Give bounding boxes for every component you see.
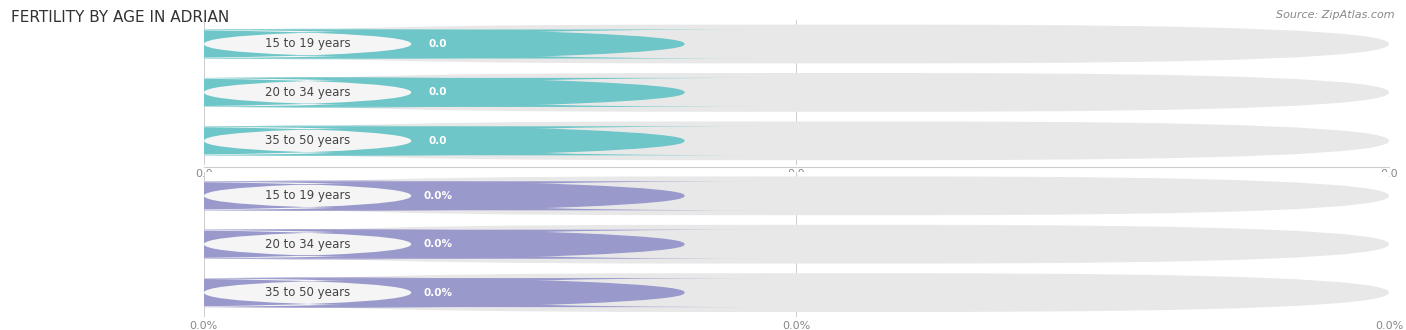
FancyBboxPatch shape <box>56 181 560 210</box>
Text: 15 to 19 years: 15 to 19 years <box>264 189 350 202</box>
Text: 0.0%: 0.0% <box>423 239 453 249</box>
FancyBboxPatch shape <box>204 273 1389 312</box>
Circle shape <box>0 181 683 210</box>
Text: 35 to 50 years: 35 to 50 years <box>264 286 350 299</box>
FancyBboxPatch shape <box>56 126 560 155</box>
Text: 0.0%: 0.0% <box>423 191 453 201</box>
Text: 0.0: 0.0 <box>429 39 447 49</box>
Circle shape <box>0 230 683 259</box>
FancyBboxPatch shape <box>56 29 560 58</box>
FancyBboxPatch shape <box>56 230 560 259</box>
FancyBboxPatch shape <box>110 29 766 58</box>
Text: Source: ZipAtlas.com: Source: ZipAtlas.com <box>1277 10 1395 20</box>
FancyBboxPatch shape <box>110 230 766 259</box>
Circle shape <box>0 126 683 155</box>
FancyBboxPatch shape <box>56 278 560 307</box>
Text: 20 to 34 years: 20 to 34 years <box>264 238 350 251</box>
FancyBboxPatch shape <box>56 78 560 107</box>
FancyBboxPatch shape <box>110 126 766 155</box>
Text: 0.0%: 0.0% <box>423 288 453 298</box>
FancyBboxPatch shape <box>110 278 766 307</box>
FancyBboxPatch shape <box>204 121 1389 160</box>
FancyBboxPatch shape <box>204 73 1389 112</box>
Text: FERTILITY BY AGE IN ADRIAN: FERTILITY BY AGE IN ADRIAN <box>11 10 229 25</box>
Circle shape <box>0 78 683 107</box>
FancyBboxPatch shape <box>204 177 1389 215</box>
Text: 20 to 34 years: 20 to 34 years <box>264 86 350 99</box>
Circle shape <box>0 29 683 58</box>
FancyBboxPatch shape <box>204 225 1389 264</box>
FancyBboxPatch shape <box>110 78 766 107</box>
Text: 15 to 19 years: 15 to 19 years <box>264 38 350 50</box>
Text: 0.0: 0.0 <box>429 87 447 97</box>
Text: 35 to 50 years: 35 to 50 years <box>264 134 350 147</box>
Circle shape <box>0 278 683 307</box>
FancyBboxPatch shape <box>204 25 1389 63</box>
Text: 0.0: 0.0 <box>429 136 447 146</box>
FancyBboxPatch shape <box>110 181 766 210</box>
